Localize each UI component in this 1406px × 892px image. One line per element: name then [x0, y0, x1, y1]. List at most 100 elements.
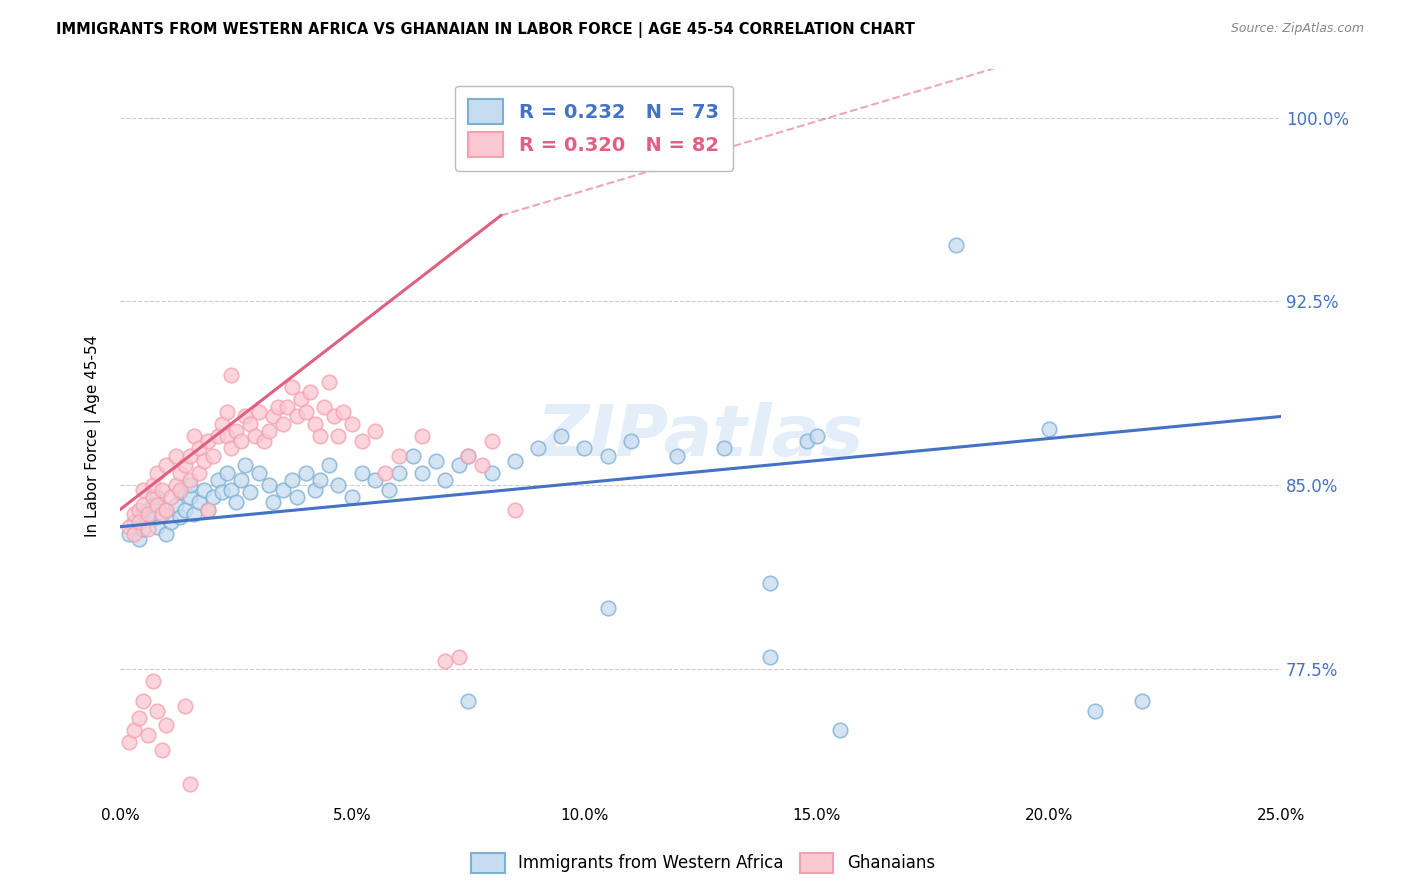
Point	[174, 502, 197, 516]
Point	[759, 649, 782, 664]
Point	[142, 512, 165, 526]
Point	[118, 527, 141, 541]
Point	[481, 466, 503, 480]
Point	[267, 400, 290, 414]
Point	[179, 478, 201, 492]
Point	[197, 502, 219, 516]
Point	[713, 442, 735, 456]
Point	[759, 576, 782, 591]
Point	[188, 495, 211, 509]
Point	[796, 434, 818, 448]
Point	[262, 409, 284, 424]
Point	[271, 417, 294, 431]
Point	[174, 698, 197, 713]
Point	[1038, 422, 1060, 436]
Point	[179, 449, 201, 463]
Point	[666, 449, 689, 463]
Point	[179, 491, 201, 505]
Point	[128, 502, 150, 516]
Point	[165, 449, 187, 463]
Point	[188, 466, 211, 480]
Point	[142, 674, 165, 689]
Point	[239, 417, 262, 431]
Point	[215, 404, 238, 418]
Point	[308, 473, 330, 487]
Point	[183, 508, 205, 522]
Point	[342, 491, 364, 505]
Point	[201, 449, 224, 463]
Point	[411, 466, 433, 480]
Point	[211, 417, 233, 431]
Point	[481, 434, 503, 448]
Point	[447, 649, 470, 664]
Point	[169, 466, 191, 480]
Point	[136, 502, 159, 516]
Point	[318, 375, 340, 389]
Point	[201, 491, 224, 505]
Point	[221, 368, 243, 382]
Point	[247, 404, 270, 418]
Point	[132, 694, 155, 708]
Point	[434, 655, 457, 669]
Point	[527, 442, 550, 456]
Point	[281, 380, 304, 394]
Point	[142, 491, 165, 505]
Point	[118, 520, 141, 534]
Point	[1084, 704, 1107, 718]
Point	[150, 508, 173, 522]
Point	[122, 515, 145, 529]
Point	[945, 238, 967, 252]
Point	[146, 498, 169, 512]
Text: Source: ZipAtlas.com: Source: ZipAtlas.com	[1230, 22, 1364, 36]
Point	[285, 491, 308, 505]
Point	[146, 466, 169, 480]
Point	[332, 404, 354, 418]
Point	[136, 508, 159, 522]
Point	[122, 527, 145, 541]
Point	[207, 473, 229, 487]
Point	[550, 429, 572, 443]
Point	[132, 483, 155, 497]
Point	[1130, 694, 1153, 708]
Point	[294, 404, 316, 418]
Point	[122, 508, 145, 522]
Point	[447, 458, 470, 473]
Point	[179, 777, 201, 791]
Point	[197, 502, 219, 516]
Point	[247, 466, 270, 480]
Point	[136, 728, 159, 742]
Point	[271, 483, 294, 497]
Point	[235, 409, 257, 424]
Point	[388, 466, 411, 480]
Point	[328, 429, 350, 443]
Point	[304, 483, 326, 497]
Point	[350, 434, 373, 448]
Point	[188, 442, 211, 456]
Point	[132, 522, 155, 536]
Point	[281, 473, 304, 487]
Point	[457, 694, 479, 708]
Point	[253, 434, 276, 448]
Point	[169, 485, 191, 500]
Point	[285, 409, 308, 424]
Point	[314, 400, 336, 414]
Point	[290, 392, 312, 407]
Point	[243, 429, 266, 443]
Point	[457, 449, 479, 463]
Point	[257, 424, 280, 438]
Point	[596, 600, 619, 615]
Point	[294, 466, 316, 480]
Point	[193, 453, 215, 467]
Point	[155, 502, 177, 516]
Point	[174, 458, 197, 473]
Point	[457, 449, 479, 463]
Point	[122, 723, 145, 738]
Point	[828, 723, 851, 738]
Point	[411, 429, 433, 443]
Point	[193, 483, 215, 497]
Point	[142, 478, 165, 492]
Point	[276, 400, 298, 414]
Point	[596, 449, 619, 463]
Point	[165, 498, 187, 512]
Legend: Immigrants from Western Africa, Ghanaians: Immigrants from Western Africa, Ghanaian…	[464, 847, 942, 880]
